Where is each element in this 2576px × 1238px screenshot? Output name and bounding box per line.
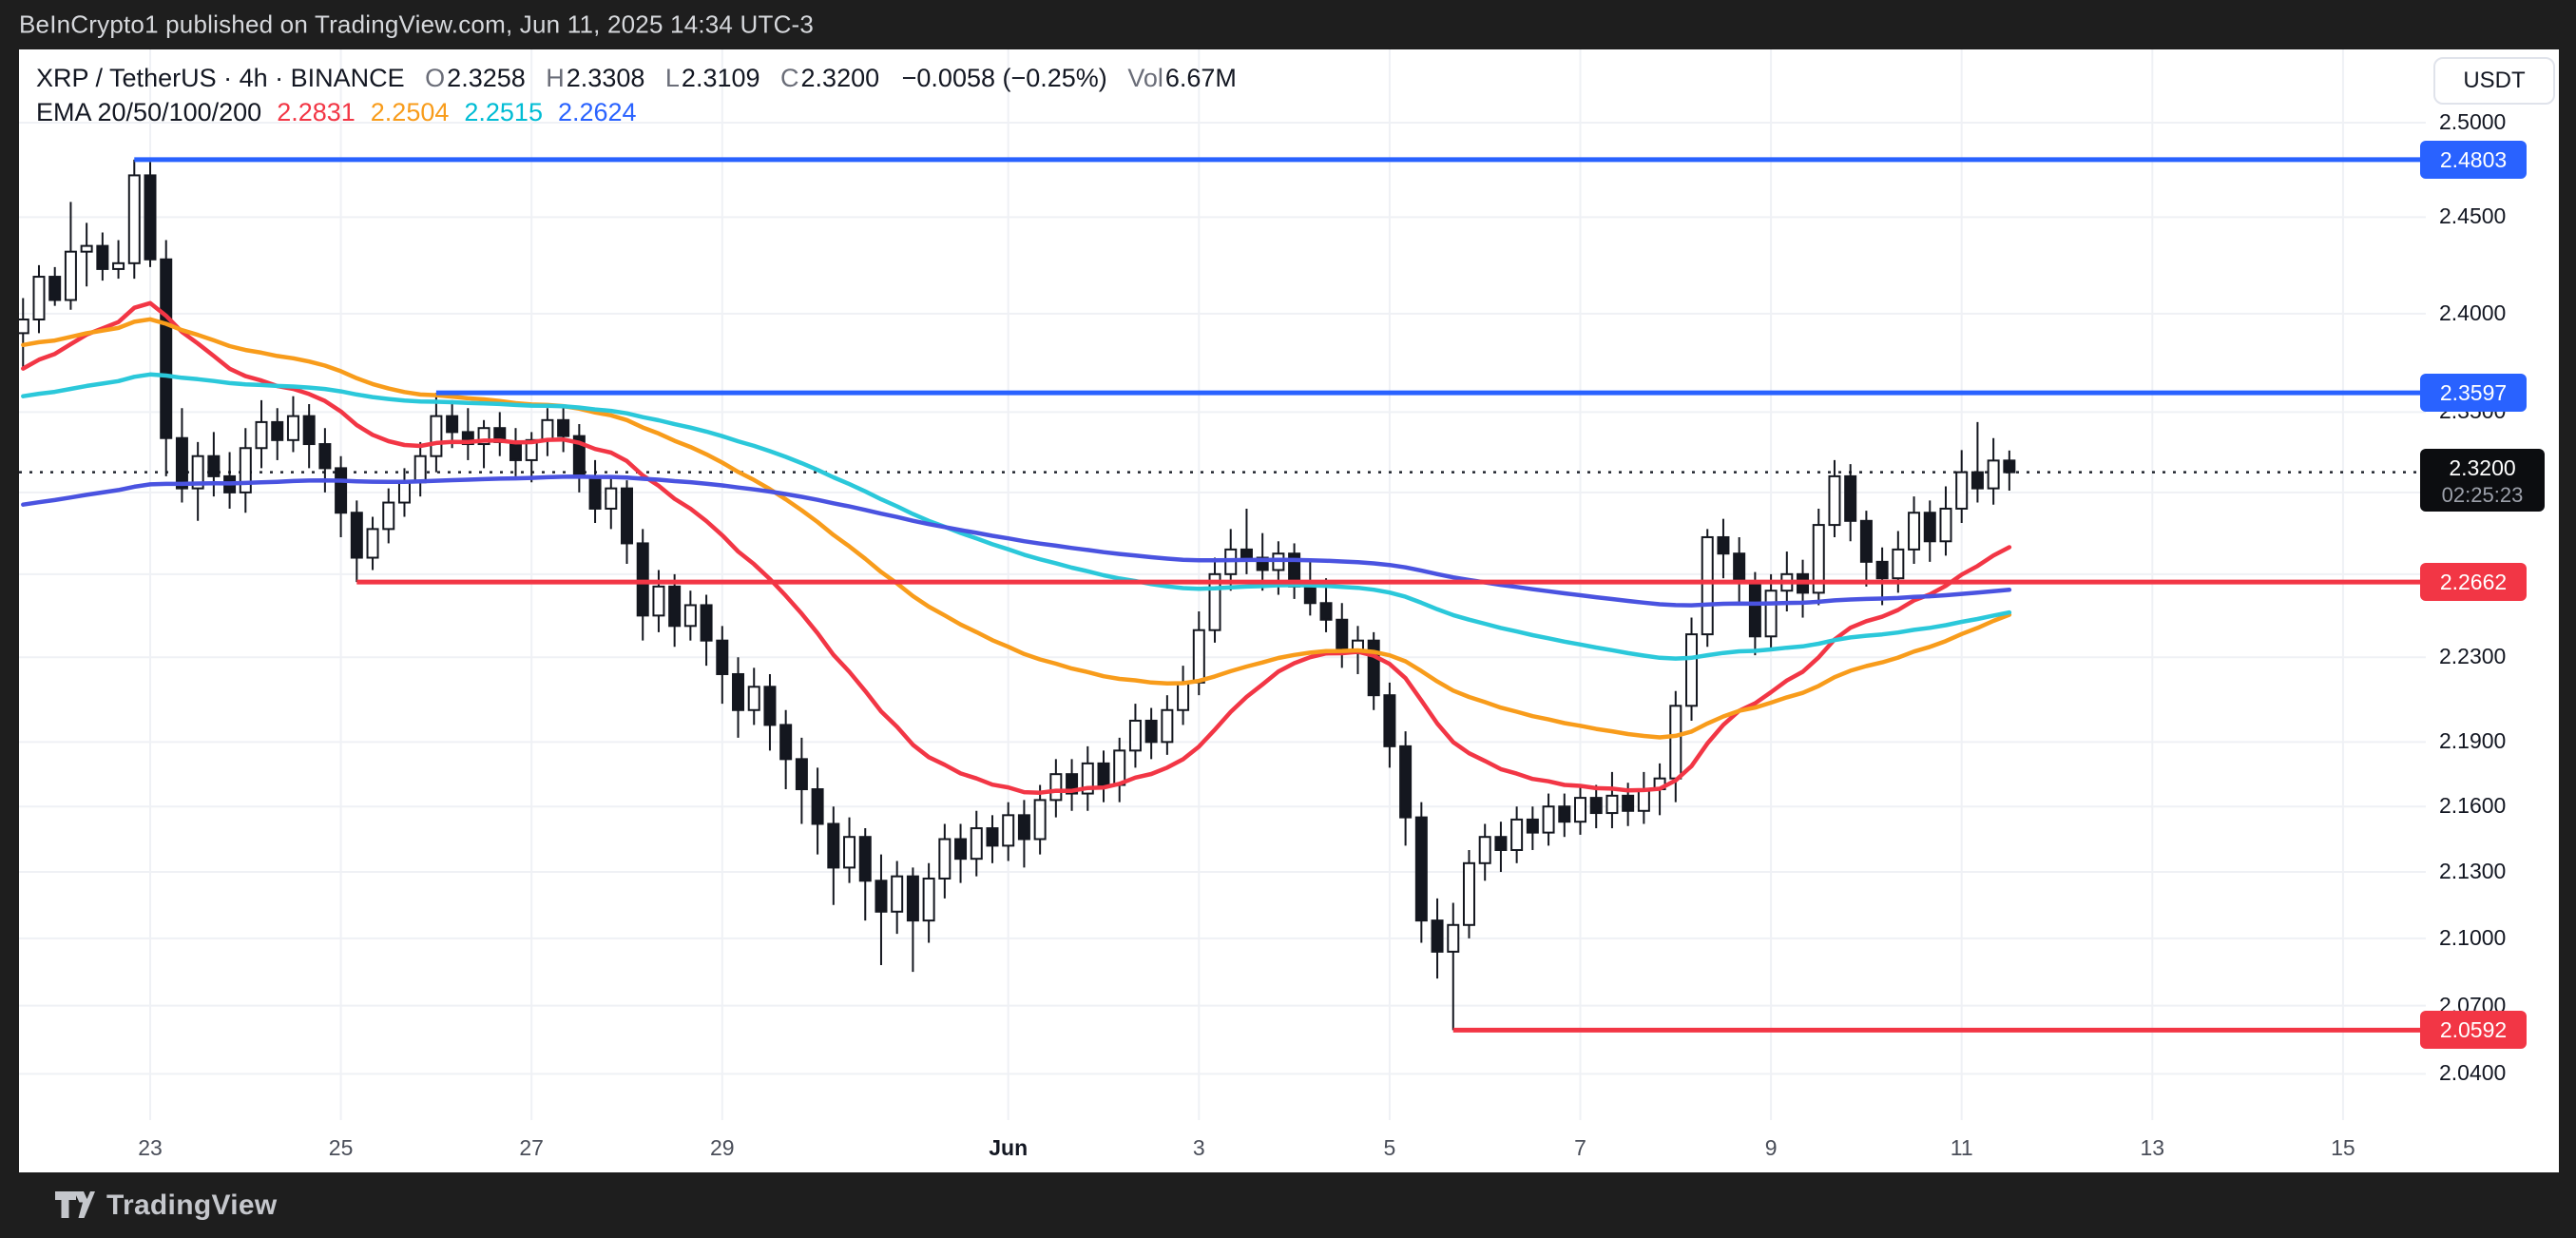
attribution-bar: BeInCrypto1 published on TradingView.com… [0, 0, 2576, 49]
time-axis[interactable]: 23 25 27 29 Jun 3 5 7 9 11 13 15 [19, 1120, 2426, 1172]
currency-toggle-button[interactable]: USDT [2433, 57, 2555, 105]
chart-panel: 2.5000 2.4500 2.4000 2.3500 2.2300 2.1900 2.16… [19, 49, 2559, 1172]
ema-50-line [21, 317, 2012, 740]
high-label: H [546, 64, 565, 92]
footer-bar: TradingView [0, 1172, 2576, 1238]
low-value: 2.3109 [681, 64, 760, 92]
symbol-title[interactable]: XRP / TetherUS · 4h · BINANCE [36, 64, 405, 92]
ema-value-100: 2.2515 [464, 98, 543, 126]
time-axis-label-29: 29 [710, 1135, 735, 1160]
open-label: O [425, 64, 446, 92]
low-label: L [664, 64, 680, 92]
time-axis-label-Jun: Jun [989, 1135, 1028, 1160]
ema-settings-label[interactable]: EMA 20/50/100/200 [36, 98, 262, 126]
time-axis-label-9: 9 [1764, 1135, 1778, 1160]
time-axis-label-5: 5 [1383, 1135, 1396, 1160]
attribution-text: BeInCrypto1 published on TradingView.com… [19, 10, 815, 39]
time-axis-label-13: 13 [2140, 1135, 2165, 1160]
candlestick-chart[interactable] [19, 49, 2559, 1172]
chart-legend: XRP / TetherUS · 4h · BINANCE O2.3258 H2… [36, 61, 1237, 129]
ema-value-200: 2.2624 [557, 98, 637, 126]
time-axis-label-11: 11 [1950, 1135, 1973, 1160]
symbol-row: XRP / TetherUS · 4h · BINANCE O2.3258 H2… [36, 61, 1237, 95]
level-lines-layer [134, 157, 2426, 1033]
ema-20-line [21, 300, 2012, 795]
ema-value-20: 2.2831 [277, 98, 356, 126]
ema-row: EMA 20/50/100/200 2.2831 2.2504 2.2515 2.262… [36, 95, 1237, 129]
tradingview-logo-icon[interactable] [55, 1190, 95, 1219]
time-axis-label-25: 25 [328, 1135, 354, 1160]
close-label: C [780, 64, 799, 92]
ema-values: 2.2831 2.2504 2.2515 2.2624 [261, 98, 636, 126]
change-value: −0.0058 (−0.25%) [901, 64, 1107, 92]
close-value: 2.3200 [800, 64, 880, 92]
time-axis-label-3: 3 [1192, 1135, 1205, 1160]
open-value: 2.3258 [447, 64, 526, 92]
ema-value-50: 2.2504 [370, 98, 450, 126]
time-axis-label-7: 7 [1574, 1135, 1586, 1160]
volume-label: Vol [1127, 64, 1163, 92]
time-axis-label-23: 23 [138, 1135, 163, 1160]
time-axis-label-15: 15 [2331, 1135, 2355, 1160]
candles-layer [19, 159, 2016, 1031]
grid-layer [19, 49, 2426, 1120]
high-value: 2.3308 [566, 64, 645, 92]
ema-100-line [21, 372, 2012, 661]
ema-200-line [21, 474, 2012, 608]
tradingview-brand-text[interactable]: TradingView [106, 1189, 278, 1221]
ema-lines-layer [21, 300, 2012, 795]
time-axis-label-27: 27 [519, 1135, 544, 1160]
volume-value: 6.67M [1164, 64, 1237, 92]
